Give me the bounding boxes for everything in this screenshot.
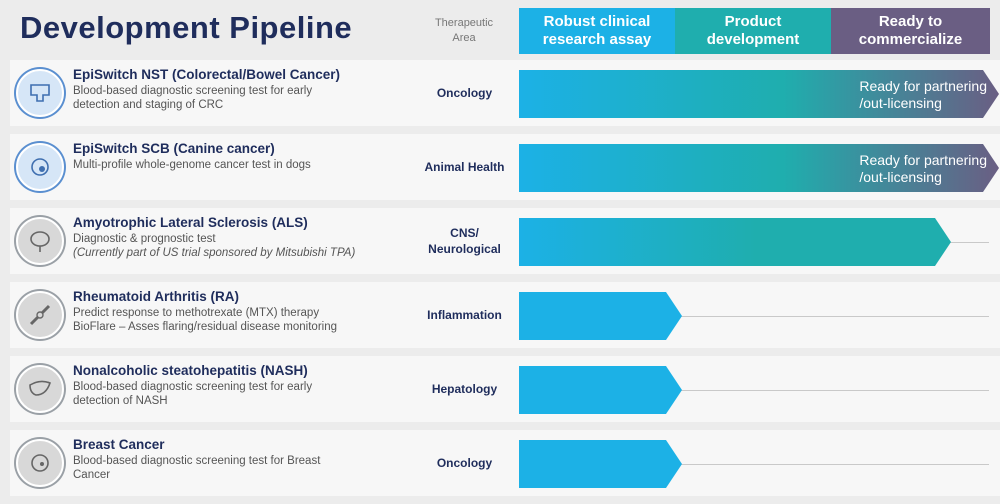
progress-bar <box>519 440 682 488</box>
cell-icon <box>16 143 64 191</box>
description-line: Blood-based diagnostic screening test fo… <box>73 455 321 467</box>
phase-header-commercialize: Ready to commercialize <box>831 8 990 54</box>
progress-bar: Ready for partnering/out-licensing <box>519 144 999 192</box>
program-description: Blood-based diagnostic screening test fo… <box>73 84 413 112</box>
progress-track <box>519 464 989 465</box>
phase-header-development: Product development <box>675 8 831 54</box>
program-name: Amyotrophic Lateral Sclerosis (ALS) <box>73 215 308 230</box>
description-line: Cancer <box>73 469 111 481</box>
bar-status-line: /out-licensing <box>859 95 942 111</box>
therapeutic-area: Oncology <box>436 86 493 100</box>
bar-status-text: Ready for partnering/out-licensing <box>859 152 987 186</box>
joint-icon <box>16 291 64 339</box>
program-name: Rheumatoid Arthritis (RA) <box>73 289 239 304</box>
program-description: Multi-profile whole-genome cancer test i… <box>73 158 413 172</box>
brain-icon <box>16 217 64 265</box>
pipeline-row: Nonalcoholic steatohepatitis (NASH) Blood… <box>10 356 1000 422</box>
bar-status-line: Ready for partnering <box>859 78 987 94</box>
breast-icon <box>16 439 64 487</box>
description-line: BioFlare – Asses flaring/residual diseas… <box>73 321 337 333</box>
description-line: Blood-based diagnostic screening test fo… <box>73 85 313 97</box>
phase-header-research: Robust clinical research assay <box>519 8 675 54</box>
description-line: detection of NASH <box>73 395 168 407</box>
progress-bar <box>519 218 951 266</box>
row-background <box>10 282 1000 348</box>
progress-bar <box>519 366 682 414</box>
description-line: Predict response to methotrexate (MTX) t… <box>73 307 320 319</box>
description-line: detection and staging of CRC <box>73 99 224 111</box>
program-description: Predict response to methotrexate (MTX) t… <box>73 306 413 334</box>
description-line: Multi-profile whole-genome cancer test i… <box>73 159 311 171</box>
pipeline-row: Amyotrophic Lateral Sclerosis (ALS) Diagn… <box>10 208 1000 274</box>
colon-icon <box>16 69 64 117</box>
therapeutic-area: CNS/ Neurological <box>428 226 501 256</box>
bar-status-line: /out-licensing <box>859 169 942 185</box>
row-background <box>10 356 1000 422</box>
page-title: Development Pipeline <box>20 10 353 45</box>
pipeline-row: EpiSwitch SCB (Canine cancer) Multi-profi… <box>10 134 1000 200</box>
progress-bar <box>519 292 682 340</box>
program-description: Diagnostic & prognostic test (Currently p… <box>73 232 413 260</box>
program-description: Blood-based diagnostic screening test fo… <box>73 454 413 482</box>
therapeutic-area: Hepatology <box>431 382 498 396</box>
program-name: Nonalcoholic steatohepatitis (NASH) <box>73 363 308 378</box>
program-note: (Currently part of US trial sponsored by… <box>73 247 356 259</box>
bar-status-text: Ready for partnering/out-licensing <box>859 78 987 112</box>
description-line: Blood-based diagnostic screening test fo… <box>73 381 313 393</box>
program-name: EpiSwitch NST (Colorectal/Bowel Cancer) <box>73 67 341 82</box>
liver-icon <box>16 365 64 413</box>
pipeline-row: Rheumatoid Arthritis (RA) Predict respons… <box>10 282 1000 348</box>
progress-track <box>519 390 989 391</box>
description-line: Diagnostic & prognostic test <box>73 233 216 245</box>
pipeline-row: EpiSwitch NST (Colorectal/Bowel Cancer) B… <box>10 60 1000 126</box>
therapeutic-area: Oncology <box>436 456 493 470</box>
program-name: EpiSwitch SCB (Canine cancer) <box>73 141 275 156</box>
pipeline-row: Breast Cancer Blood-based diagnostic scre… <box>10 430 1000 496</box>
therapeutic-area-header: Therapeutic Area <box>434 17 494 44</box>
row-background <box>10 430 1000 496</box>
program-description: Blood-based diagnostic screening test fo… <box>73 380 413 408</box>
program-name: Breast Cancer <box>73 437 165 452</box>
progress-track <box>519 316 989 317</box>
therapeutic-area: Animal Health <box>424 160 505 174</box>
bar-status-line: Ready for partnering <box>859 152 987 168</box>
therapeutic-area: Inflammation <box>427 308 502 322</box>
progress-bar: Ready for partnering/out-licensing <box>519 70 999 118</box>
